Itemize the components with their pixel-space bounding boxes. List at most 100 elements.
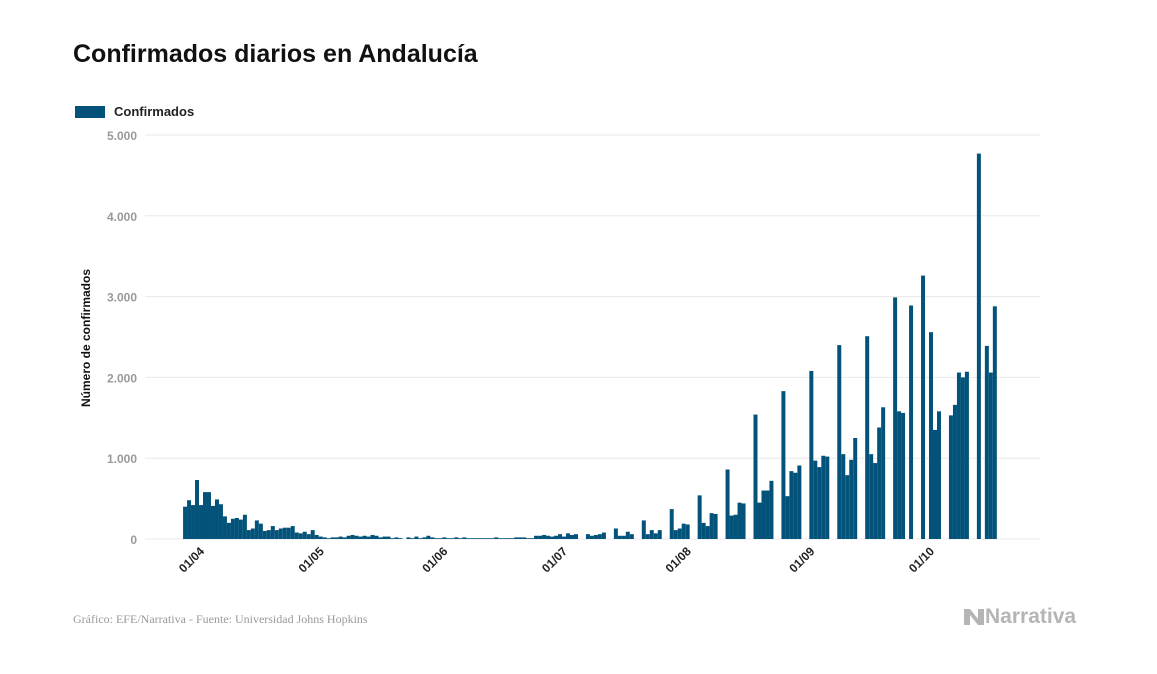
bar	[853, 438, 858, 539]
bar	[597, 534, 602, 539]
bar	[290, 526, 295, 539]
bar	[681, 523, 686, 539]
bar	[849, 459, 854, 539]
bar	[246, 530, 251, 539]
bar	[757, 502, 762, 539]
bar	[645, 534, 650, 539]
bar	[901, 412, 906, 539]
bar	[936, 411, 941, 539]
bar	[210, 505, 215, 539]
bar	[921, 275, 926, 539]
y-tick-label: 5.000	[107, 129, 137, 143]
bar	[789, 471, 794, 539]
bar	[346, 535, 351, 539]
bar	[873, 463, 878, 539]
bar	[270, 526, 275, 539]
bar	[314, 534, 319, 539]
bar	[482, 538, 487, 539]
bar	[386, 536, 391, 539]
bar	[191, 505, 196, 539]
bar	[837, 345, 842, 539]
bar	[617, 535, 622, 539]
bar	[490, 538, 495, 539]
bar	[438, 538, 443, 539]
bar	[458, 538, 463, 539]
bar	[992, 306, 997, 539]
x-tick-label: 01/06	[419, 544, 450, 575]
bar	[649, 530, 654, 539]
y-tick-label: 3.000	[107, 291, 137, 305]
bar	[430, 537, 435, 539]
bar	[330, 537, 335, 539]
bar	[222, 516, 227, 539]
bar	[741, 503, 746, 539]
bar	[669, 509, 674, 539]
bar	[414, 536, 419, 539]
bar	[641, 520, 646, 539]
bar	[877, 427, 882, 539]
bar	[410, 538, 415, 539]
bar	[825, 456, 830, 539]
bar	[538, 535, 543, 539]
bar	[486, 538, 491, 539]
legend: Confirmados	[75, 104, 194, 119]
bar	[390, 538, 395, 539]
bar	[685, 524, 690, 539]
bar	[585, 534, 590, 539]
bar	[522, 537, 527, 539]
bar	[534, 535, 539, 539]
bar	[593, 534, 598, 539]
bar	[338, 536, 343, 539]
bar	[358, 536, 363, 539]
bar	[765, 490, 770, 539]
bar	[378, 537, 383, 539]
bar	[326, 538, 331, 539]
bar	[298, 533, 303, 539]
bar	[494, 537, 499, 539]
bar	[897, 411, 902, 539]
narrativa-logo-icon	[964, 609, 984, 625]
bar	[426, 535, 431, 539]
bar	[226, 522, 231, 539]
narrativa-logo: Narrativa	[963, 605, 1076, 629]
bar	[570, 534, 574, 539]
bar	[984, 345, 989, 539]
bar	[510, 538, 515, 539]
bar	[187, 500, 192, 539]
bar	[562, 536, 567, 539]
bar	[713, 513, 718, 539]
bar	[705, 526, 710, 539]
bar	[394, 537, 399, 539]
bar	[203, 492, 207, 539]
bar	[406, 537, 411, 539]
y-axis-label: Número de confirmados	[79, 269, 93, 407]
bar	[893, 297, 898, 539]
bar	[250, 528, 255, 539]
bar	[286, 527, 291, 539]
bar	[354, 535, 359, 539]
bar	[302, 531, 307, 539]
bar	[454, 537, 459, 539]
bar	[418, 538, 423, 539]
bar	[470, 538, 475, 539]
y-tick-label: 0	[130, 533, 137, 547]
bar	[629, 534, 634, 539]
bar	[976, 153, 981, 540]
bar	[554, 535, 559, 539]
bar	[342, 537, 347, 539]
bar	[462, 537, 467, 539]
y-tick-label: 2.000	[107, 371, 137, 385]
bar	[988, 372, 993, 539]
bar	[621, 535, 626, 539]
chart-title: Confirmados diarios en Andalucía	[73, 40, 478, 68]
bar	[697, 495, 702, 539]
bar	[234, 517, 239, 539]
source-footer: Gráfico: EFE/Narrativa - Fuente: Univers…	[73, 612, 368, 626]
x-tick-label: 01/10	[906, 544, 937, 575]
bar	[466, 538, 471, 539]
bar	[625, 531, 630, 539]
bar	[502, 538, 507, 539]
bar	[318, 536, 323, 539]
bar	[274, 530, 279, 539]
